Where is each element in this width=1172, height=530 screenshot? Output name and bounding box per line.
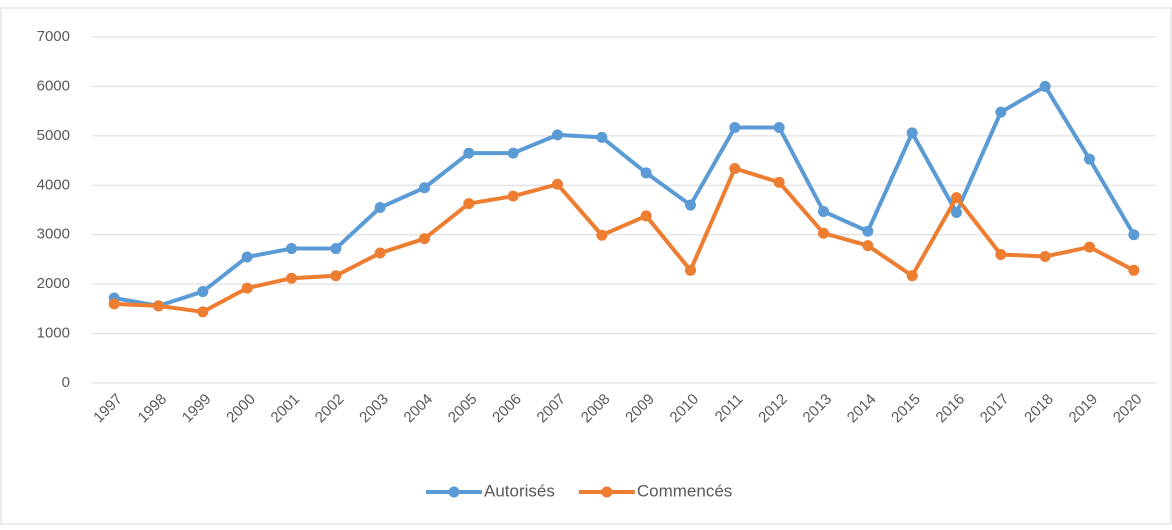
data-point [640, 210, 652, 222]
y-tick-label: 1000 [37, 325, 70, 342]
data-point [241, 282, 253, 294]
data-point [419, 182, 430, 194]
data-point [596, 131, 608, 143]
data-point [862, 240, 874, 252]
data-point [1084, 153, 1095, 165]
legend-label: Autorisés [484, 481, 555, 500]
data-point [419, 233, 430, 245]
data-point [330, 243, 342, 255]
data-point [951, 192, 962, 204]
data-point [507, 190, 519, 202]
data-point [995, 106, 1007, 118]
y-tick-label: 3000 [37, 226, 70, 243]
chart-frame [0, 7, 1172, 525]
data-point [1128, 264, 1140, 276]
data-point [241, 251, 253, 263]
data-point [1039, 80, 1051, 92]
y-tick-label: 0 [62, 374, 70, 391]
data-point [463, 198, 475, 210]
data-point [862, 225, 874, 237]
legend-marker [448, 486, 460, 498]
data-point [640, 167, 652, 179]
y-tick-label: 4000 [37, 176, 70, 193]
data-point [108, 298, 120, 310]
data-point [197, 286, 209, 298]
data-point [906, 270, 918, 282]
data-point [951, 206, 962, 218]
data-point [596, 229, 608, 241]
y-tick-label: 5000 [37, 127, 70, 144]
data-point [552, 178, 563, 190]
series-line [114, 166, 1135, 314]
data-point [729, 121, 741, 133]
legend-label: Commencés [637, 481, 732, 500]
y-tick-label: 6000 [37, 77, 70, 94]
data-point [1128, 229, 1140, 241]
y-tick-label: 2000 [37, 275, 70, 292]
data-point [685, 264, 696, 276]
legend-marker [601, 486, 613, 498]
data-point [374, 247, 386, 259]
data-point [729, 162, 741, 174]
data-point [1084, 241, 1095, 253]
data-point [552, 129, 563, 141]
data-point [286, 243, 297, 255]
y-tick-label: 7000 [37, 28, 70, 45]
data-point [463, 147, 475, 159]
data-point [330, 270, 342, 282]
data-point [197, 306, 209, 318]
data-point [153, 300, 164, 312]
data-point [818, 227, 829, 239]
data-point [507, 147, 519, 159]
data-point [773, 121, 785, 133]
series-line [113, 84, 1136, 308]
data-point [286, 272, 297, 284]
data-point [685, 199, 696, 211]
data-point [906, 127, 918, 139]
data-point [1039, 250, 1051, 262]
data-point [374, 202, 386, 214]
data-point [818, 205, 829, 217]
data-point [773, 176, 785, 188]
data-point [995, 248, 1007, 260]
